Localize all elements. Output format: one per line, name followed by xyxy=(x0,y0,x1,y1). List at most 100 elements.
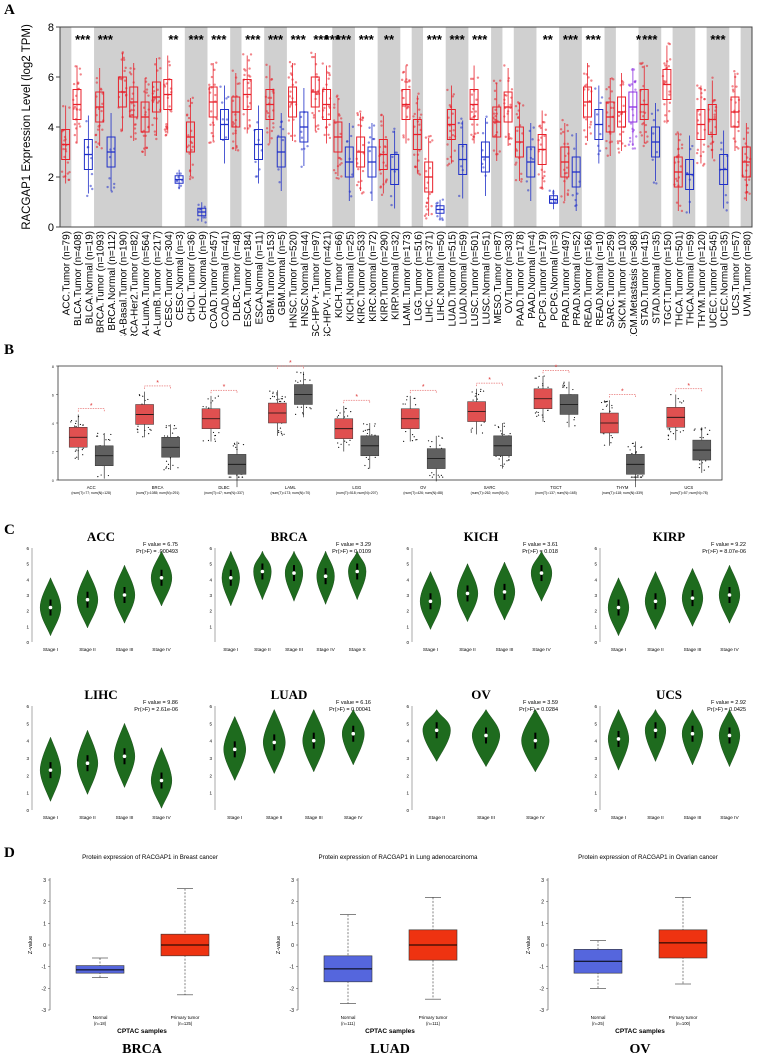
data-point xyxy=(616,140,620,143)
significance-marker: *** xyxy=(325,32,341,47)
p-value: Pr(>F) = 0.0425 xyxy=(707,707,746,713)
data-point xyxy=(368,126,371,129)
data-point xyxy=(233,442,236,444)
data-point xyxy=(300,165,303,168)
y-tick-label: 1 xyxy=(43,921,46,927)
y-tick-label: 2 xyxy=(594,609,597,614)
box-52 xyxy=(650,103,661,185)
data-point xyxy=(85,120,88,123)
data-point xyxy=(702,143,706,146)
data-point xyxy=(232,445,234,447)
median-dot xyxy=(539,571,544,575)
y-tick-label: 4 xyxy=(209,577,212,582)
group-label: DLBC xyxy=(218,485,229,490)
data-point xyxy=(525,180,529,183)
data-point xyxy=(242,53,245,56)
data-point xyxy=(481,432,484,434)
stage-label: Stage I xyxy=(223,647,238,653)
data-point xyxy=(430,212,433,216)
data-point xyxy=(417,92,420,95)
box-60 xyxy=(741,123,752,201)
category-label: TGCT.Tumor (n=150) xyxy=(663,231,674,326)
data-point xyxy=(345,140,349,143)
category-label: KIRC.Normal (n=72) xyxy=(368,231,379,322)
p-value: Pr(>F) = 0.018 xyxy=(522,549,558,555)
category-label: LUSC.Normal (n=51) xyxy=(481,231,492,325)
y-tick-label: 0 xyxy=(26,640,29,645)
data-point xyxy=(663,120,666,123)
data-point xyxy=(300,130,303,134)
data-point xyxy=(340,161,343,165)
data-point xyxy=(361,143,365,147)
data-point xyxy=(503,433,505,436)
data-point xyxy=(428,166,432,170)
data-point xyxy=(281,395,283,398)
box-0 xyxy=(60,105,71,184)
data-point xyxy=(474,110,478,113)
data-point xyxy=(702,164,705,167)
data-point xyxy=(147,398,149,401)
data-point xyxy=(622,130,625,134)
median-dot xyxy=(159,575,164,580)
y-tick-label: 5 xyxy=(26,562,29,567)
data-point xyxy=(480,388,482,390)
median-dot xyxy=(428,599,433,604)
data-point xyxy=(543,180,546,183)
data-point xyxy=(75,420,77,422)
box-30 xyxy=(400,63,411,144)
data-point xyxy=(471,77,475,81)
data-point xyxy=(424,136,428,139)
data-point xyxy=(617,114,621,118)
data-point xyxy=(190,141,194,145)
data-point xyxy=(475,98,478,101)
data-point xyxy=(426,208,429,211)
y-tick-label: 5 xyxy=(209,721,212,726)
data-point xyxy=(405,106,409,110)
data-point xyxy=(190,148,193,152)
data-point xyxy=(476,131,480,135)
data-point xyxy=(288,60,292,64)
category-label: BRCA.Tumor (n=1093) xyxy=(96,231,107,333)
data-point xyxy=(566,387,568,389)
significance-marker: *** xyxy=(359,32,375,47)
y-tick-label: 1 xyxy=(26,624,29,629)
data-point xyxy=(642,144,645,148)
data-point xyxy=(272,391,274,393)
data-point xyxy=(470,110,474,114)
data-point xyxy=(446,143,449,146)
data-point xyxy=(168,105,171,108)
data-point xyxy=(156,101,159,104)
stage-label: Stage II xyxy=(266,815,283,821)
data-point xyxy=(493,89,497,93)
data-point xyxy=(208,407,210,409)
median-dot xyxy=(122,754,127,759)
data-point xyxy=(506,460,508,462)
data-point xyxy=(402,136,405,139)
stage-label: Stage II xyxy=(459,647,476,653)
data-point xyxy=(142,134,146,138)
data-point xyxy=(299,115,303,119)
data-point xyxy=(603,444,606,446)
data-point xyxy=(639,131,642,134)
data-point xyxy=(429,446,431,448)
y-tick-label: 4 xyxy=(594,739,597,744)
data-point xyxy=(110,433,112,436)
data-point xyxy=(225,97,228,100)
data-point xyxy=(347,415,349,417)
data-point xyxy=(177,435,179,438)
data-point xyxy=(694,428,696,430)
data-point xyxy=(483,158,486,161)
y-tick-label: 0 xyxy=(594,640,597,645)
data-point xyxy=(327,133,330,136)
data-point xyxy=(587,76,590,79)
p-value: Pr(>F) = 8.07e-06 xyxy=(702,549,746,555)
data-point xyxy=(706,433,709,436)
data-point xyxy=(618,120,622,123)
category-label: PRAD.Normal (n=52) xyxy=(572,231,583,326)
data-point xyxy=(231,147,235,150)
data-point xyxy=(166,435,169,437)
data-point xyxy=(271,395,274,397)
category-label: ESCA.Normal (n=11) xyxy=(255,231,266,324)
data-point xyxy=(288,95,292,98)
